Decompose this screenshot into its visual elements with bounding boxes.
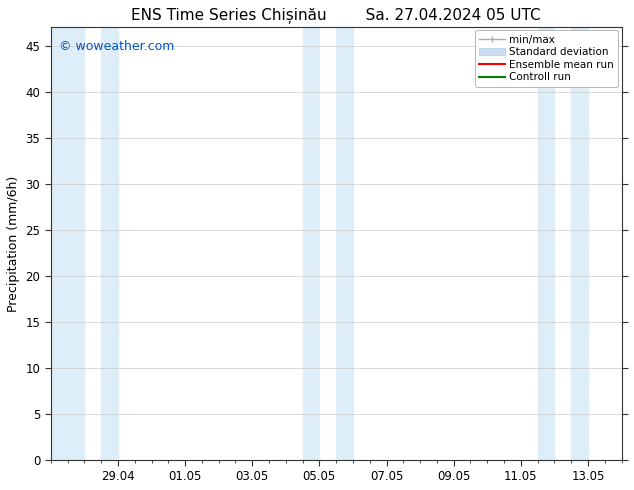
Bar	[101, 27, 118, 460]
Y-axis label: Precipitation (mm/6h): Precipitation (mm/6h)	[7, 175, 20, 312]
Bar	[51, 27, 84, 460]
Bar	[571, 27, 588, 460]
Legend: min/max, Standard deviation, Ensemble mean run, Controll run: min/max, Standard deviation, Ensemble me…	[475, 30, 618, 87]
Bar	[336, 27, 353, 460]
Bar	[538, 27, 554, 460]
Title: ENS Time Series Chișinău        Sa. 27.04.2024 05 UTC: ENS Time Series Chișinău Sa. 27.04.2024 …	[131, 7, 541, 23]
Text: © woweather.com: © woweather.com	[60, 40, 175, 53]
Bar	[302, 27, 320, 460]
